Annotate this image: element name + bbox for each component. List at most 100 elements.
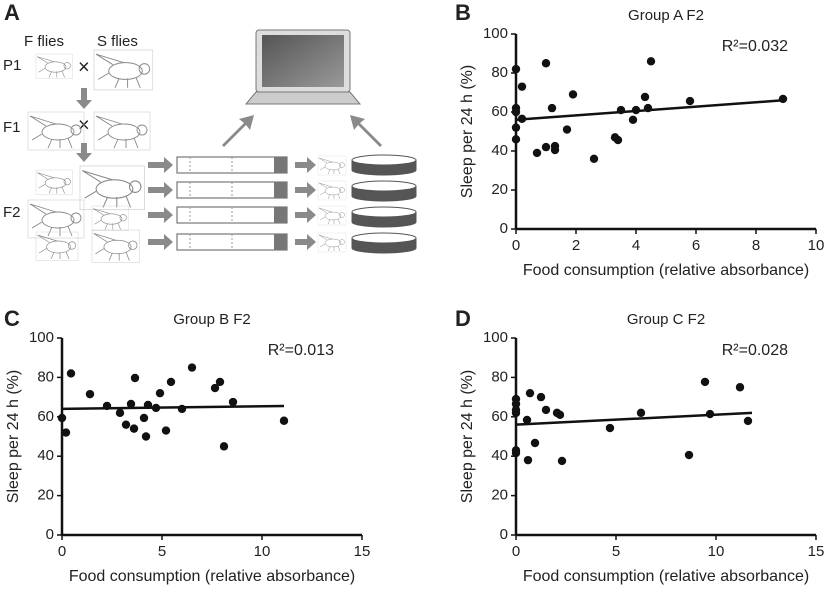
data-point: [166, 377, 176, 387]
x-tick-label: 15: [354, 543, 371, 560]
regression-line: [61, 404, 285, 411]
panel-a: A F flies S flies P1 F1 F2 × ×: [3, 0, 417, 263]
data-point: [511, 123, 521, 132]
y-axis-label: Sleep per 24 h (%): [459, 370, 476, 503]
data-point: [589, 154, 599, 163]
y-tick-label: 100: [483, 329, 508, 346]
data-point: [57, 413, 67, 423]
annotation: R²=0.013: [268, 342, 334, 359]
data-point: [700, 377, 710, 387]
data-point: [628, 115, 638, 125]
x-tick-label: 10: [808, 237, 825, 254]
chart-title: Group B F2: [173, 311, 251, 328]
data-point: [684, 450, 694, 460]
x-tick-label: 5: [612, 543, 620, 560]
annotation: R²=0.032: [722, 38, 788, 55]
x-axis-label: Food consumption (relative absorbance): [523, 568, 809, 585]
regression-line: [515, 411, 753, 426]
y-tick-label: 80: [491, 368, 508, 385]
data-point: [61, 428, 71, 437]
data-point: [126, 399, 136, 409]
cross-symbol: ×: [78, 56, 90, 78]
y-tick-label: 20: [491, 487, 508, 504]
fly-icon: [79, 165, 145, 211]
data-point: [550, 145, 560, 155]
arrow: [76, 88, 92, 162]
x-tick-label: 0: [58, 543, 66, 560]
data-point: [177, 404, 187, 414]
x-tick-label: 0: [512, 543, 520, 560]
data-point: [685, 96, 695, 106]
data-point: [778, 94, 788, 104]
data-point: [562, 125, 572, 134]
data-point: [541, 405, 551, 415]
y-tick-label: 80: [37, 368, 54, 385]
fly-icon: [35, 169, 73, 195]
laptop: [222, 29, 382, 147]
y-tick-label: 100: [29, 329, 54, 346]
data-point: [532, 148, 542, 158]
x-tick-label: 10: [708, 543, 725, 560]
regression-line: [515, 99, 784, 122]
chart-panel: D Group C F2 R²=0.028 Food consumption (rel…: [455, 306, 824, 585]
generation-label: P1: [3, 57, 21, 74]
data-point: [215, 377, 225, 387]
y-tick-label: 80: [491, 64, 508, 81]
y-tick-label: 0: [500, 526, 508, 543]
x-tick-label: 8: [752, 237, 760, 254]
fly-icon: [93, 111, 151, 151]
data-point: [187, 363, 197, 372]
chart-title: Group C F2: [627, 311, 705, 328]
fly-icon: [27, 111, 85, 151]
y-axis-label: Sleep per 24 h (%): [459, 65, 476, 198]
panel-letter: D: [455, 306, 471, 331]
y-tick-label: 0: [500, 220, 508, 237]
data-point: [85, 389, 95, 399]
data-point: [155, 388, 165, 398]
data-point: [279, 416, 289, 425]
data-point: [555, 410, 565, 420]
x-axis-label: Food consumption (relative absorbance): [69, 568, 355, 585]
data-point: [640, 92, 650, 102]
x-tick-label: 15: [808, 543, 825, 560]
chart-panel: C Group B F2 R²=0.013 Food consumption (rel…: [4, 306, 370, 585]
data-point: [557, 456, 567, 466]
data-point: [568, 90, 578, 99]
y-tick-label: 60: [37, 408, 54, 425]
y-tick-label: 40: [491, 142, 508, 159]
data-point: [636, 408, 646, 418]
data-point: [130, 373, 140, 383]
data-point: [743, 416, 753, 426]
data-point: [511, 399, 521, 409]
data-point: [530, 438, 540, 448]
panel-letter: C: [4, 306, 20, 331]
data-point: [219, 442, 229, 451]
data-point: [115, 408, 125, 418]
chart-title: Group A F2: [628, 7, 704, 24]
data-point: [547, 103, 557, 113]
x-axis-label: Food consumption (relative absorbance): [523, 262, 809, 279]
y-tick-label: 40: [491, 447, 508, 464]
x-tick-label: 6: [692, 237, 700, 254]
panel-letter: A: [4, 0, 20, 25]
data-point: [129, 424, 139, 433]
tubes: [148, 154, 417, 254]
data-point: [536, 392, 546, 402]
data-point: [161, 426, 171, 435]
y-tick-label: 40: [37, 447, 54, 464]
data-point: [541, 142, 551, 152]
data-point: [646, 57, 656, 66]
fly-icon: [91, 229, 140, 263]
x-tick-label: 4: [632, 237, 640, 254]
chart-panel: B Group A F2 R²=0.032 Food consumption (rel…: [455, 0, 824, 279]
generation-label: F2: [3, 204, 21, 221]
fly-icon: [27, 199, 85, 239]
data-point: [523, 455, 533, 465]
y-tick-label: 20: [491, 181, 508, 198]
data-point: [525, 388, 535, 398]
x-tick-label: 2: [572, 237, 580, 254]
y-tick-label: 20: [37, 487, 54, 504]
y-tick-label: 100: [483, 25, 508, 42]
fly-icon: [93, 49, 154, 91]
data-point: [511, 448, 521, 458]
